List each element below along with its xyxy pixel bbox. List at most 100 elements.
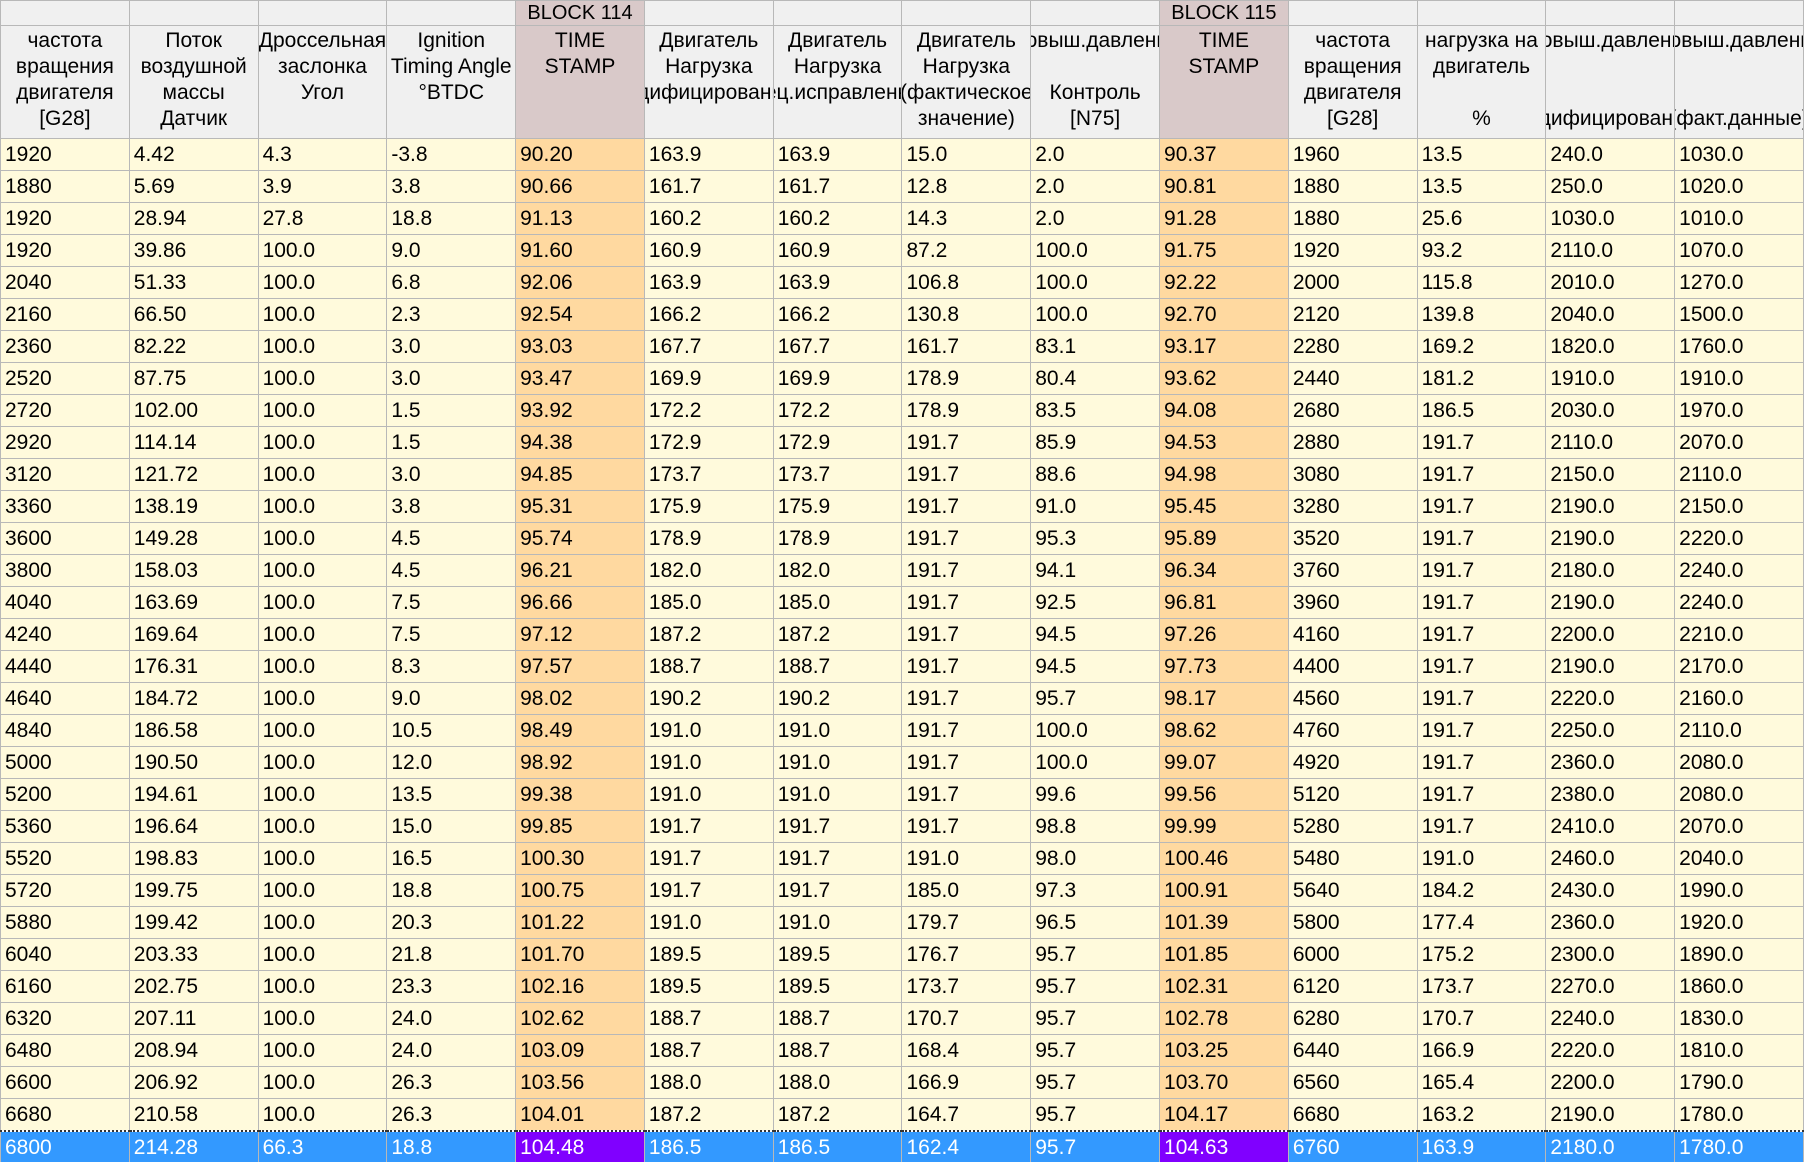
cell: 4.5 <box>386 554 517 587</box>
cell: 3800 <box>0 554 130 587</box>
cell: 250.0 <box>1545 170 1676 203</box>
header-top: частота вращения двигателя [G28] <box>1304 28 1402 132</box>
cell: 2.0 <box>1030 170 1161 203</box>
header-line: (спец.исправленная) <box>774 81 901 104</box>
cell: 100.0 <box>257 1098 388 1132</box>
cell: 194.61 <box>128 778 259 811</box>
cell: 97.3 <box>1030 874 1161 907</box>
header-box: Двигатель Нагрузка (модифицированная) <box>645 28 772 132</box>
cell: 1890.0 <box>1674 938 1804 971</box>
cell: 2110.0 <box>1674 458 1804 491</box>
cell: 95.7 <box>1030 682 1161 715</box>
header-box: TIME STAMP <box>1161 28 1288 132</box>
header-box: Ignition Timing Angle °BTDC <box>388 28 515 132</box>
cell: 100.0 <box>257 554 388 587</box>
cell: 103.70 <box>1159 1066 1289 1099</box>
header-line: °BTDC <box>418 81 485 104</box>
header-top: частота вращения двигателя [G28] <box>16 28 114 132</box>
data-row: 2360 82.22 100.0 3.0 93.03 167.7 167.7 161.7 83.… <box>0 330 1804 363</box>
cell: 187.2 <box>772 1098 903 1132</box>
cell: 100.0 <box>257 394 388 427</box>
header-top: Двигатель Нагрузка (спец.исправленная) <box>774 28 901 106</box>
cell: 161.7 <box>643 170 774 203</box>
cell: 191.0 <box>901 842 1032 875</box>
header-bottom: % <box>1472 106 1491 132</box>
cell: 199.75 <box>128 874 259 907</box>
cell: 4640 <box>0 682 130 715</box>
data-row: 6160 202.75 100.0 23.3 102.16 189.5 189.5 173.7… <box>0 970 1804 1003</box>
cell: 188.7 <box>772 1034 903 1067</box>
header-line: Повыш.давление <box>1547 29 1674 52</box>
cell: 2880 <box>1287 426 1418 459</box>
cell: 172.2 <box>772 394 903 427</box>
cell: -3.8 <box>386 138 517 171</box>
cell: 2190.0 <box>1545 1098 1676 1132</box>
cell: 188.0 <box>643 1066 774 1099</box>
cell: 3.0 <box>386 362 517 395</box>
cell: 2110.0 <box>1545 426 1676 459</box>
cell: 199.42 <box>128 906 259 939</box>
cell: 87.75 <box>128 362 259 395</box>
header-line: STAMP <box>544 55 616 78</box>
cell: 191.7 <box>1416 554 1547 587</box>
cell: 100.0 <box>257 426 388 459</box>
cell: 160.2 <box>643 202 774 235</box>
cell: 99.07 <box>1159 746 1289 779</box>
cell: 97.26 <box>1159 618 1289 651</box>
header-line: двигателя <box>16 81 114 104</box>
cell: 100.0 <box>257 362 388 395</box>
cell: 182.0 <box>643 554 774 587</box>
cell: 3.0 <box>386 458 517 491</box>
cell: 9.0 <box>386 682 517 715</box>
cell: 24.0 <box>386 1034 517 1067</box>
cell: 95.3 <box>1030 522 1161 555</box>
cell: 95.45 <box>1159 490 1289 523</box>
cell: 2200.0 <box>1545 618 1676 651</box>
cell: 2070.0 <box>1674 810 1804 843</box>
header-line: Поток <box>165 29 222 52</box>
cell: 6.8 <box>386 266 517 299</box>
cell: 91.60 <box>515 234 645 267</box>
cell: 2010.0 <box>1545 266 1676 299</box>
cell: 90.37 <box>1159 138 1289 171</box>
cell: 182.0 <box>772 554 903 587</box>
cell: 169.9 <box>772 362 903 395</box>
cell: 163.9 <box>643 138 774 171</box>
cell: 4920 <box>1287 746 1418 779</box>
cell: 4440 <box>0 650 130 683</box>
cell: 3.9 <box>257 170 388 203</box>
cell: 104.17 <box>1159 1098 1289 1132</box>
cell: 104.48 <box>515 1130 645 1162</box>
cell: 99.85 <box>515 810 645 843</box>
cell: 3.0 <box>386 330 517 363</box>
cell: 5280 <box>1287 810 1418 843</box>
cell: 2170.0 <box>1674 650 1804 683</box>
header-line: заслонка <box>278 55 367 78</box>
cell: 18.8 <box>386 202 517 235</box>
cell: 1920 <box>1287 234 1418 267</box>
cell: 172.9 <box>643 426 774 459</box>
cell: 95.7 <box>1030 1066 1161 1099</box>
cell: 191.7 <box>1416 586 1547 619</box>
cell: 2150.0 <box>1545 458 1676 491</box>
cell: 91.28 <box>1159 202 1289 235</box>
cell: 100.0 <box>257 1002 388 1035</box>
cell: 191.7 <box>1416 458 1547 491</box>
data-row: 1920 39.86 100.0 9.0 91.60 160.9 160.9 87.2 100.… <box>0 234 1804 267</box>
column-header: Поток воздушной массы Датчик <box>128 25 259 139</box>
cell: 170.7 <box>1416 1002 1547 1035</box>
cell: 104.01 <box>515 1098 645 1132</box>
header-box: Поток воздушной массы Датчик <box>130 28 257 132</box>
column-header: Двигатель Нагрузка (модифицированная) <box>643 25 774 139</box>
cell: 4.3 <box>257 138 388 171</box>
header-line: Повыш.давление <box>1676 29 1803 52</box>
cell: 18.8 <box>386 874 517 907</box>
cell: 51.33 <box>128 266 259 299</box>
cell: 2240.0 <box>1674 586 1804 619</box>
cell: 191.7 <box>772 842 903 875</box>
cell: 93.17 <box>1159 330 1289 363</box>
cell: 170.7 <box>901 1002 1032 1035</box>
cell: 191.7 <box>643 874 774 907</box>
cell: 163.9 <box>772 138 903 171</box>
header-line: Двигатель <box>788 29 888 52</box>
